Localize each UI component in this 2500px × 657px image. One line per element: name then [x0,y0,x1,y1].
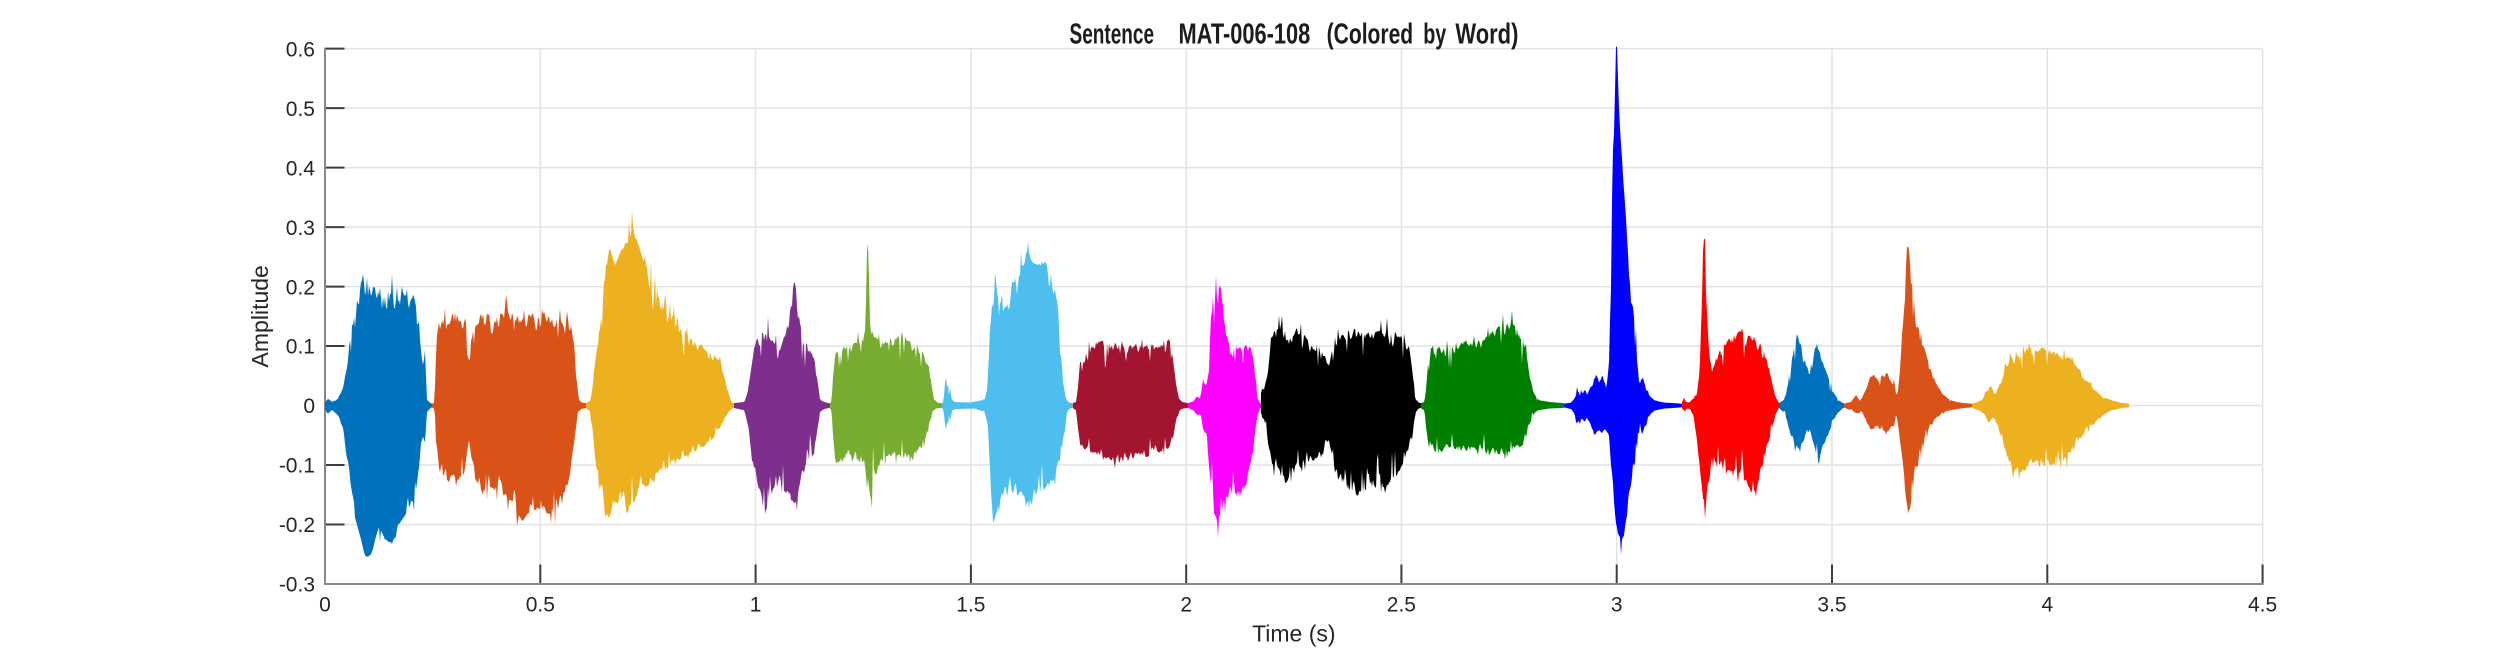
svg-text:(Colored: (Colored [1327,19,1414,51]
svg-text:Word): Word) [1455,19,1518,50]
svg-text:1.5: 1.5 [956,594,985,617]
svg-text:3.5: 3.5 [1817,594,1846,617]
svg-text:Time (s): Time (s) [1252,621,1335,647]
svg-text:0: 0 [303,395,315,418]
svg-text:Amplitude: Amplitude [247,265,273,367]
svg-text:-0.3: -0.3 [279,574,315,597]
svg-text:0.4: 0.4 [286,157,316,180]
svg-text:0.2: 0.2 [286,276,315,299]
svg-text:0.6: 0.6 [286,38,315,61]
svg-text:0.3: 0.3 [286,217,315,240]
svg-text:by: by [1423,19,1446,50]
svg-text:4.5: 4.5 [2248,594,2277,617]
svg-text:0.1: 0.1 [286,336,315,359]
svg-text:MAT-006-108: MAT-006-108 [1178,19,1310,50]
svg-text:2: 2 [1180,594,1192,617]
svg-text:3: 3 [1611,594,1623,617]
svg-text:0.5: 0.5 [526,594,555,617]
svg-text:2.5: 2.5 [1387,594,1416,617]
svg-text:1: 1 [750,594,762,617]
svg-text:0.5: 0.5 [286,98,315,121]
svg-text:Sentence: Sentence [1070,19,1155,51]
svg-text:4: 4 [2041,594,2053,617]
svg-text:-0.2: -0.2 [279,514,315,537]
svg-text:0: 0 [319,594,331,617]
svg-text:-0.1: -0.1 [279,455,315,478]
